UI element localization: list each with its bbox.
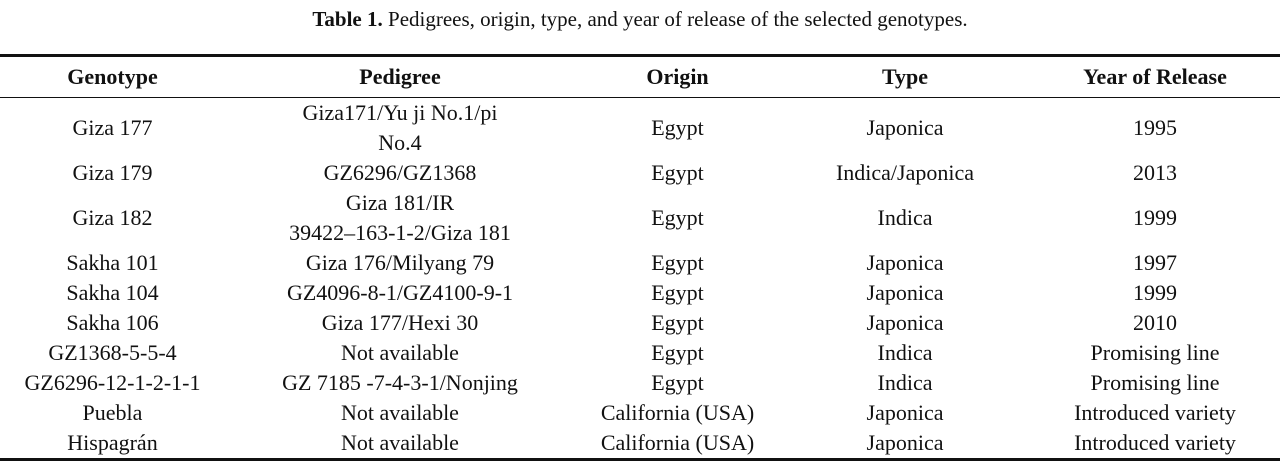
table-header: Genotype Pedigree Origin Type Year of Releas… — [0, 55, 1280, 98]
table-cell: Not available — [341, 400, 459, 425]
table-cell: Egypt — [651, 280, 704, 305]
column-header: Origin — [646, 64, 709, 89]
table-cell: Japonica — [866, 310, 944, 335]
table-cell: GZ4096-8-1/GZ4100-9-1 — [286, 280, 514, 305]
table-cell: Introduced variety — [1074, 430, 1236, 455]
table-cell: Japonica — [866, 430, 944, 455]
table-row: GZ6296-12-1-2-1-1 GZ 7185 -7-4-3-1/Nonjin… — [0, 368, 1280, 398]
table-cell: 1995 — [1133, 115, 1177, 140]
cell-line: Giza171/Yu ji No.1/pi — [302, 100, 498, 125]
table-cell: Indica — [877, 370, 933, 395]
cell-line: 39422–163-1-2/Giza 181 — [289, 220, 511, 245]
column-header: Type — [881, 64, 929, 89]
table-cell: Egypt — [651, 205, 704, 230]
table-body: Giza 177 Giza171/Yu ji No.1/pi No.4 Egypt Ja… — [0, 98, 1280, 460]
table: Genotype Pedigree Origin Type Year of Releas… — [0, 54, 1280, 461]
table-cell: Not available — [341, 340, 459, 365]
table-cell: Egypt — [651, 160, 704, 185]
table-cell: Japonica — [866, 400, 944, 425]
column-header: Genotype — [67, 64, 158, 89]
table-cell: 2010 — [1133, 310, 1177, 335]
table-row: Sakha 106 Giza 177/Hexi 30 Egypt Japonica 20… — [0, 308, 1280, 338]
table-cell: 1997 — [1133, 250, 1177, 275]
cell-line: Giza 181/IR — [345, 190, 455, 215]
table-row: GZ1368-5-5-4 Not available Egypt Indica Prom… — [0, 338, 1280, 368]
table-cell: GZ 7185 -7-4-3-1/Nonjing — [282, 370, 518, 395]
table-cell: Sakha 106 — [66, 310, 159, 335]
table-cell: 2013 — [1133, 160, 1177, 185]
table-cell: Indica — [877, 340, 933, 365]
table-caption: Table 1. Pedigrees, origin, type, and ye… — [0, 6, 1280, 32]
table-cell: Japonica — [866, 280, 944, 305]
column-header: Pedigree — [359, 64, 441, 89]
table-cell: Giza 176/Milyang 79 — [305, 250, 495, 275]
table-cell: California (USA) — [600, 430, 755, 455]
table-row: Giza 177 Giza171/Yu ji No.1/pi No.4 Egypt Ja… — [0, 98, 1280, 159]
table-cell: Giza 177/Hexi 30 — [321, 310, 479, 335]
table-row: Puebla Not available California (USA) Japon… — [0, 398, 1280, 428]
cell-line: No.4 — [378, 130, 422, 155]
table-cell: Indica/Japonica — [835, 160, 975, 185]
table-cell: Giza 181/IR 39422–163-1-2/Giza 181 — [225, 188, 575, 248]
table-cell: Promising line — [1090, 370, 1220, 395]
column-header: Year of Release — [1083, 64, 1227, 89]
table-cell: Indica — [877, 205, 933, 230]
table-cell: Japonica — [866, 250, 944, 275]
table-cell: Egypt — [651, 115, 704, 140]
table-row: Giza 179 GZ6296/GZ1368 Egypt Indica/Japonic… — [0, 158, 1280, 188]
table-cell: Giza 177 — [72, 115, 153, 140]
table-cell: Sakha 101 — [66, 250, 159, 275]
table-cell: Giza 179 — [72, 160, 153, 185]
table-cell: 1999 — [1133, 280, 1177, 305]
table-row: Sakha 104 GZ4096-8-1/GZ4100-9-1 Egypt Japon… — [0, 278, 1280, 308]
table-cell: Giza 182 — [72, 205, 153, 230]
table-cell: California (USA) — [600, 400, 755, 425]
header-row: Genotype Pedigree Origin Type Year of Releas… — [0, 55, 1280, 98]
table-cell: GZ6296-12-1-2-1-1 — [24, 370, 201, 395]
table-cell: Puebla — [82, 400, 143, 425]
table-cell: Sakha 104 — [66, 280, 159, 305]
table-cell: Not available — [341, 430, 459, 455]
table-cell: Egypt — [651, 370, 704, 395]
table-cell: GZ1368-5-5-4 — [48, 340, 177, 365]
table-cell: Hispagrán — [67, 430, 158, 455]
table-cell: Egypt — [651, 340, 704, 365]
table-cell: Introduced variety — [1074, 400, 1236, 425]
table-row: Sakha 101 Giza 176/Milyang 79 Egypt Japonic… — [0, 248, 1280, 278]
caption-label: Table 1. — [312, 7, 383, 31]
caption-text: Pedigrees, origin, type, and year of rel… — [388, 7, 968, 31]
table-cell: Egypt — [651, 250, 704, 275]
table-row: Giza 182 Giza 181/IR 39422–163-1-2/Giza 18… — [0, 188, 1280, 248]
table-cell: GZ6296/GZ1368 — [323, 160, 477, 185]
table-cell: Giza171/Yu ji No.1/pi No.4 — [225, 98, 575, 159]
table-row: Hispagrán Not available California (USA) Ja… — [0, 428, 1280, 460]
table-cell: 1999 — [1133, 205, 1177, 230]
table-cell: Promising line — [1090, 340, 1220, 365]
table-cell: Japonica — [866, 115, 944, 140]
table-cell: Egypt — [651, 310, 704, 335]
